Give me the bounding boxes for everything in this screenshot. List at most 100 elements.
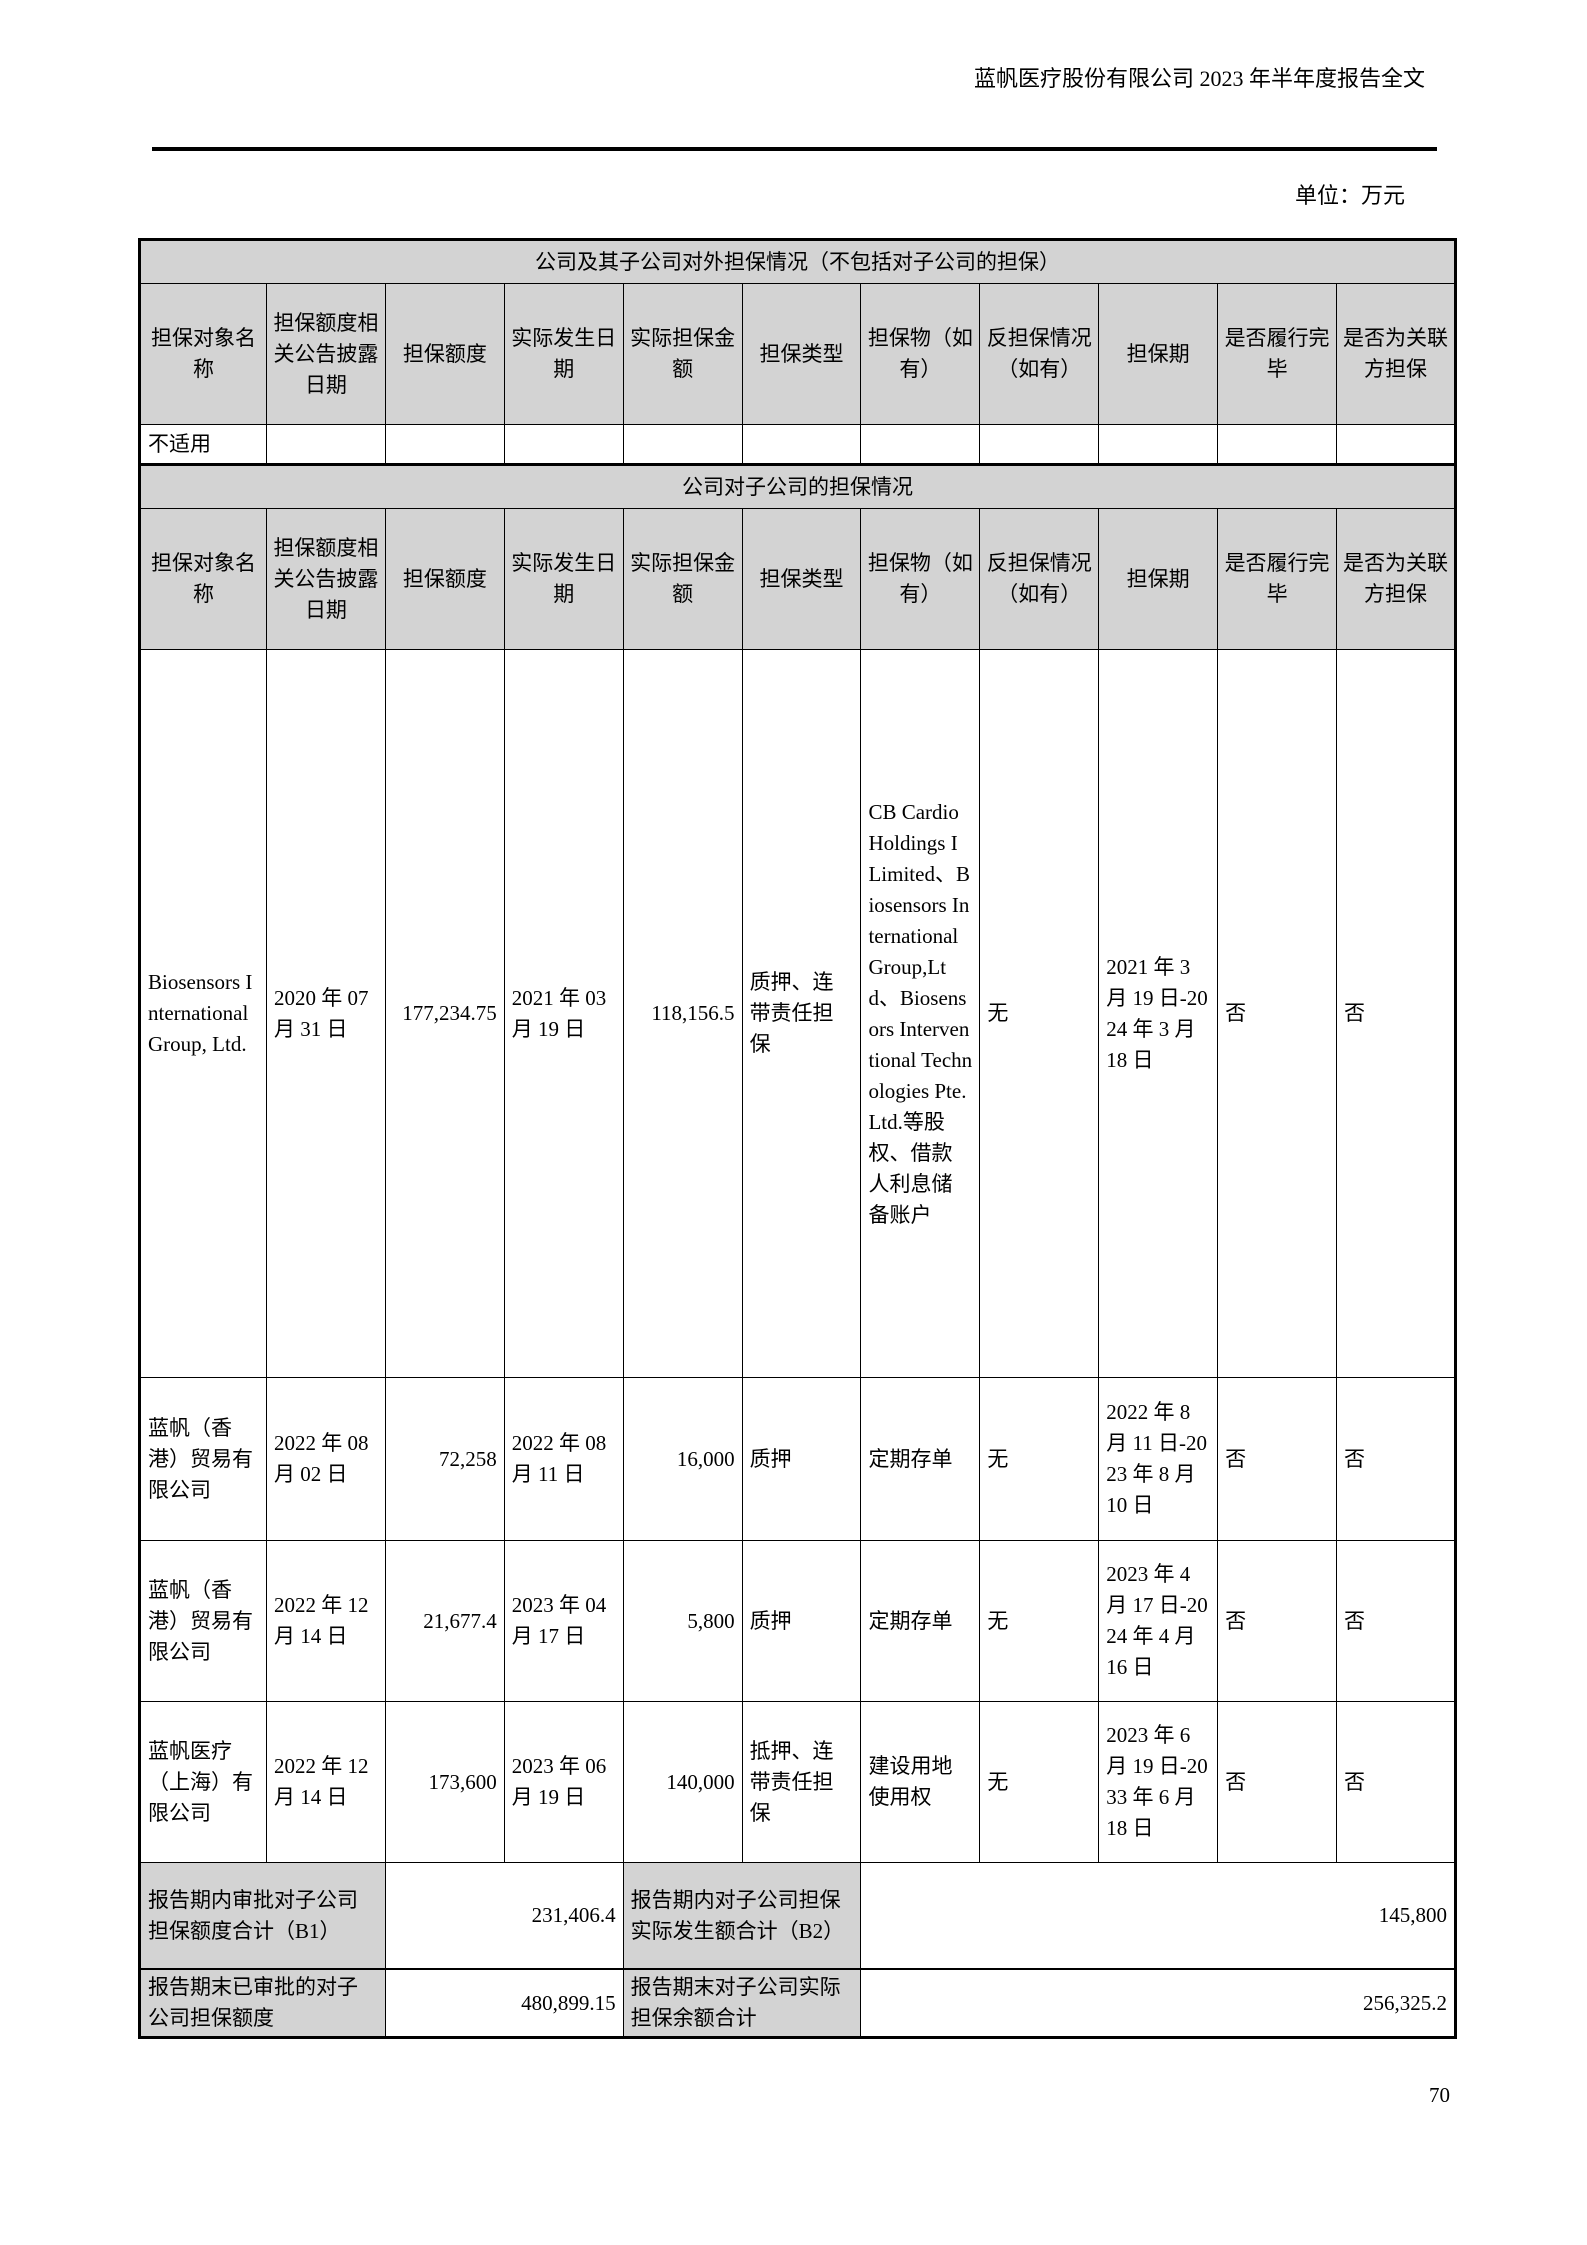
col-header-approved-amount: 担保额度	[384, 283, 505, 425]
col-header-name: 担保对象名称	[139, 283, 267, 425]
cell-actual-date: 2023 年 06 月 19 日	[503, 1701, 624, 1863]
cell-approved-amount: 72,258	[384, 1377, 505, 1541]
cell-name: Biosensors International Group, Ltd.	[139, 649, 267, 1378]
cell-counter-guarantee: 无	[979, 1701, 1100, 1863]
cell-approved-amount: 177,234.75	[384, 649, 505, 1378]
col-header-disclosure-date: 担保额度相关公告披露日期	[266, 283, 386, 425]
cell-actual-amount: 16,000	[622, 1377, 743, 1541]
summary-label-approved-b1: 报告期内审批对子公司担保额度合计（B1）	[139, 1862, 386, 1970]
summary-value-actual-b2: 145,800	[860, 1862, 1456, 1970]
cell-name: 蓝帆（香港）贸易有限公司	[139, 1540, 267, 1702]
empty-cell	[622, 424, 743, 465]
empty-cell	[1336, 424, 1456, 465]
col-header-related-party: 是否为关联方担保	[1336, 283, 1456, 425]
empty-cell	[860, 424, 981, 465]
cell-collateral: 建设用地使用权	[860, 1701, 981, 1863]
cell-related-party: 否	[1336, 1540, 1456, 1702]
col-header-period: 担保期	[1098, 283, 1219, 425]
cell-fulfilled: 否	[1217, 1377, 1338, 1541]
cell-type: 质押、连带责任担保	[741, 649, 862, 1378]
cell-not-applicable: 不适用	[139, 424, 267, 465]
empty-cell	[503, 424, 624, 465]
cell-collateral: 定期存单	[860, 1377, 981, 1541]
cell-approved-amount: 173,600	[384, 1701, 505, 1863]
empty-cell	[266, 424, 386, 465]
section-title-subsidiary: 公司对子公司的担保情况	[139, 463, 1456, 509]
cell-type: 质押	[741, 1540, 862, 1702]
section-row-external: 公司及其子公司对外担保情况（不包括对子公司的担保）	[139, 239, 1456, 284]
col-header-actual-date: 实际发生日期	[503, 283, 624, 425]
cell-actual-date: 2023 年 04 月 17 日	[503, 1540, 624, 1702]
col-header-disclosure-date: 担保额度相关公告披露日期	[266, 508, 386, 650]
summary-label-balance-end: 报告期末对子公司实际担保余额合计	[622, 1968, 862, 2038]
section-title-external: 公司及其子公司对外担保情况（不包括对子公司的担保）	[139, 239, 1456, 284]
empty-cell	[1098, 424, 1219, 465]
page-header-title: 蓝帆医疗股份有限公司 2023 年半年度报告全文	[973, 66, 1425, 91]
section-row-subsidiary: 公司对子公司的担保情况	[139, 463, 1456, 509]
cell-period: 2023 年 6 月 19 日-2033 年 6 月 18 日	[1098, 1701, 1219, 1863]
cell-counter-guarantee: 无	[979, 649, 1100, 1378]
col-header-counter-guarantee: 反担保情况（如有）	[979, 283, 1100, 425]
table-row: Biosensors International Group, Ltd. 202…	[139, 649, 1456, 1378]
cell-disclosure-date: 2022 年 12 月 14 日	[266, 1540, 386, 1702]
cell-name: 蓝帆（香港）贸易有限公司	[139, 1377, 267, 1541]
col-header-collateral: 担保物（如有）	[860, 508, 981, 650]
col-header-fulfilled: 是否履行完毕	[1217, 283, 1338, 425]
summary-label-approved-end: 报告期末已审批的对子公司担保额度	[139, 1968, 386, 2038]
empty-cell	[1217, 424, 1338, 465]
cell-related-party: 否	[1336, 1701, 1456, 1863]
table-row: 蓝帆（香港）贸易有限公司 2022 年 08 月 02 日 72,258 202…	[139, 1377, 1456, 1541]
col-header-actual-amount: 实际担保金额	[622, 508, 743, 650]
cell-period: 2021 年 3 月 19 日-2024 年 3 月 18 日	[1098, 649, 1219, 1378]
cell-approved-amount: 21,677.4	[384, 1540, 505, 1702]
cell-related-party: 否	[1336, 1377, 1456, 1541]
summary-row-period-end: 报告期末已审批的对子公司担保额度 480,899.15 报告期末对子公司实际担保…	[139, 1968, 1456, 2038]
summary-value-approved-b1: 231,406.4	[384, 1862, 624, 1970]
cell-period: 2022 年 8 月 11 日-2023 年 8 月 10 日	[1098, 1377, 1219, 1541]
summary-label-actual-b2: 报告期内对子公司担保实际发生额合计（B2）	[622, 1862, 862, 1970]
summary-value-balance-end: 256,325.2	[860, 1968, 1456, 2038]
col-header-type: 担保类型	[741, 283, 862, 425]
col-header-approved-amount: 担保额度	[384, 508, 505, 650]
page-number: 70	[1429, 2083, 1450, 2107]
cell-actual-amount: 118,156.5	[622, 649, 743, 1378]
header-divider	[152, 147, 1437, 151]
col-header-counter-guarantee: 反担保情况（如有）	[979, 508, 1100, 650]
header-row-external: 担保对象名称 担保额度相关公告披露日期 担保额度 实际发生日期 实际担保金额 担…	[139, 283, 1456, 425]
col-header-fulfilled: 是否履行完毕	[1217, 508, 1338, 650]
guarantee-table: 公司及其子公司对外担保情况（不包括对子公司的担保） 担保对象名称 担保额度相关公…	[138, 238, 1457, 2039]
col-header-type: 担保类型	[741, 508, 862, 650]
col-header-period: 担保期	[1098, 508, 1219, 650]
cell-counter-guarantee: 无	[979, 1540, 1100, 1702]
empty-cell	[384, 424, 505, 465]
empty-cell	[741, 424, 862, 465]
cell-type: 抵押、连带责任担保	[741, 1701, 862, 1863]
cell-fulfilled: 否	[1217, 1540, 1338, 1702]
cell-actual-date: 2021 年 03 月 19 日	[503, 649, 624, 1378]
cell-name: 蓝帆医疗（上海）有限公司	[139, 1701, 267, 1863]
empty-cell	[979, 424, 1100, 465]
header-row-subsidiary: 担保对象名称 担保额度相关公告披露日期 担保额度 实际发生日期 实际担保金额 担…	[139, 508, 1456, 650]
col-header-actual-date: 实际发生日期	[503, 508, 624, 650]
cell-disclosure-date: 2022 年 12 月 14 日	[266, 1701, 386, 1863]
cell-collateral: 定期存单	[860, 1540, 981, 1702]
unit-label: 单位：万元	[1294, 183, 1405, 208]
cell-actual-amount: 140,000	[622, 1701, 743, 1863]
col-header-actual-amount: 实际担保金额	[622, 283, 743, 425]
cell-fulfilled: 否	[1217, 1701, 1338, 1863]
external-row-not-applicable: 不适用	[139, 424, 1456, 465]
cell-actual-amount: 5,800	[622, 1540, 743, 1702]
summary-row-period: 报告期内审批对子公司担保额度合计（B1） 231,406.4 报告期内对子公司担…	[139, 1862, 1456, 1970]
cell-counter-guarantee: 无	[979, 1377, 1100, 1541]
table-row: 蓝帆（香港）贸易有限公司 2022 年 12 月 14 日 21,677.4 2…	[139, 1540, 1456, 1702]
summary-value-approved-end: 480,899.15	[384, 1968, 624, 2038]
cell-disclosure-date: 2022 年 08 月 02 日	[266, 1377, 386, 1541]
col-header-name: 担保对象名称	[139, 508, 267, 650]
cell-collateral: CB Cardio Holdings I Limited、Biosensors …	[860, 649, 981, 1378]
cell-fulfilled: 否	[1217, 649, 1338, 1378]
col-header-related-party: 是否为关联方担保	[1336, 508, 1456, 650]
cell-actual-date: 2022 年 08 月 11 日	[503, 1377, 624, 1541]
col-header-collateral: 担保物（如有）	[860, 283, 981, 425]
cell-disclosure-date: 2020 年 07 月 31 日	[266, 649, 386, 1378]
